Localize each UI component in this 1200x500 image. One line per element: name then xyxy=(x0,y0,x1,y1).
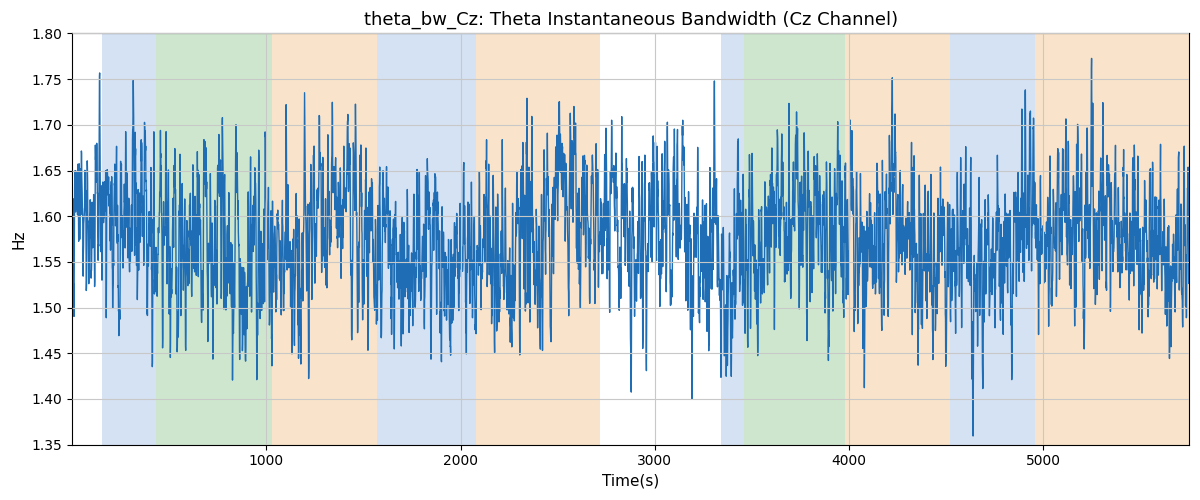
Bar xyxy=(102,34,156,445)
Y-axis label: Hz: Hz xyxy=(11,230,26,249)
X-axis label: Time(s): Time(s) xyxy=(602,474,659,489)
Bar xyxy=(721,34,744,445)
Bar xyxy=(398,34,476,445)
Bar xyxy=(272,34,377,445)
Bar xyxy=(845,34,950,445)
Bar xyxy=(377,34,398,445)
Bar xyxy=(156,34,272,445)
Title: theta_bw_Cz: Theta Instantaneous Bandwidth (Cz Channel): theta_bw_Cz: Theta Instantaneous Bandwid… xyxy=(364,11,898,30)
Bar xyxy=(1036,34,1189,445)
Bar xyxy=(744,34,845,445)
Bar xyxy=(476,34,600,445)
Bar xyxy=(950,34,985,445)
Bar xyxy=(985,34,1036,445)
